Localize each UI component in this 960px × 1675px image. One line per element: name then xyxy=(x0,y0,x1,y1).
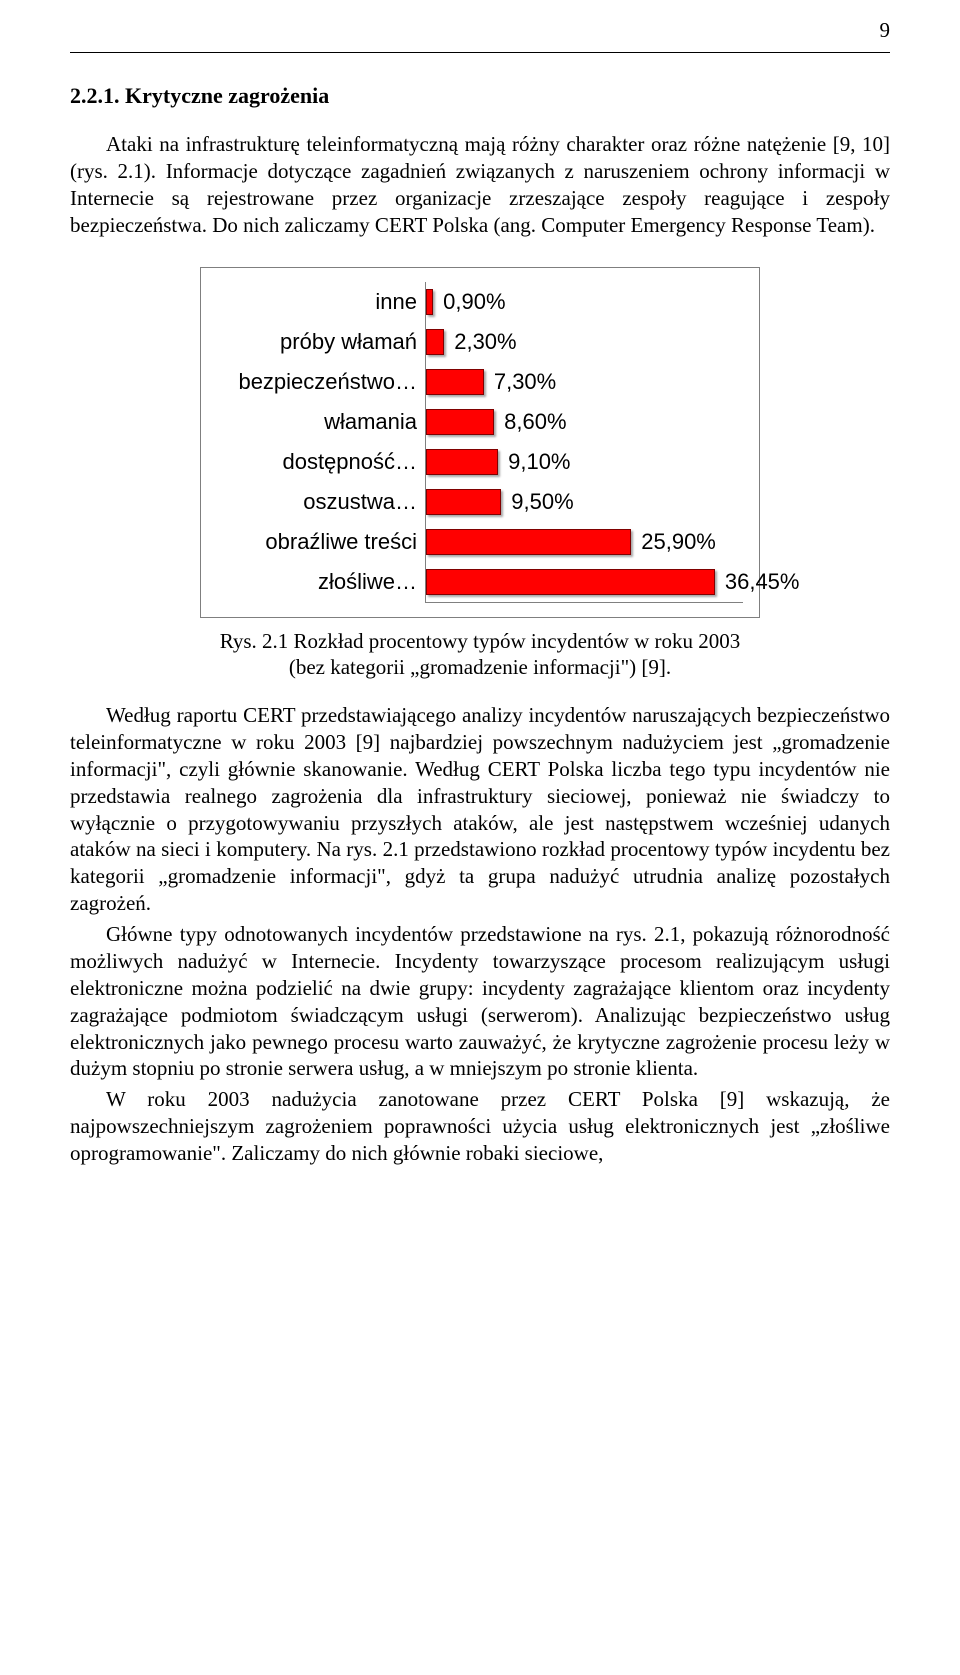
bar-row: 7,30% xyxy=(426,362,556,402)
bar xyxy=(426,489,501,515)
page: 9 2.2.1. Krytyczne zagrożenia Ataki na i… xyxy=(0,0,960,1211)
chart-container: inne próby włamań bezpieczeństwo… właman… xyxy=(200,267,760,618)
bar-value-label: 25,90% xyxy=(641,529,716,555)
ylabel: złośliwe… xyxy=(217,569,425,595)
ylabel: bezpieczeństwo… xyxy=(217,369,425,395)
ylabel: obraźliwe treści xyxy=(217,529,425,555)
bar-row: 25,90% xyxy=(426,522,716,562)
y-axis-labels: inne próby włamań bezpieczeństwo… właman… xyxy=(217,282,425,603)
bar-chart: inne próby włamań bezpieczeństwo… właman… xyxy=(200,267,760,618)
chart-caption: Rys. 2.1 Rozkład procentowy typów incyde… xyxy=(70,628,890,681)
body-paragraph-3: W roku 2003 nadużycia zanotowane przez C… xyxy=(70,1086,890,1167)
bar xyxy=(426,289,433,315)
body-paragraph-2: Główne typy odnotowanych incydentów prze… xyxy=(70,921,890,1082)
plot-area: 0,90%2,30%7,30%8,60%9,10%9,50%25,90%36,4… xyxy=(425,282,743,603)
body-paragraph-1: Według raportu CERT przedstawiającego an… xyxy=(70,702,890,917)
bar-value-label: 0,90% xyxy=(443,289,505,315)
caption-line2: (bez kategorii „gromadzenie informacji")… xyxy=(289,655,671,679)
bar-row: 9,50% xyxy=(426,482,574,522)
top-rule xyxy=(70,52,890,53)
bar-value-label: 9,50% xyxy=(511,489,573,515)
bar-value-label: 7,30% xyxy=(494,369,556,395)
bar-row: 2,30% xyxy=(426,322,517,362)
intro-paragraph: Ataki na infrastrukturę teleinformatyczn… xyxy=(70,131,890,239)
bar xyxy=(426,449,498,475)
ylabel: inne xyxy=(217,289,425,315)
bar-row: 0,90% xyxy=(426,282,506,322)
section-heading: 2.2.1. Krytyczne zagrożenia xyxy=(70,83,890,109)
bar xyxy=(426,329,444,355)
ylabel: włamania xyxy=(217,409,425,435)
bar xyxy=(426,569,715,595)
bar-value-label: 2,30% xyxy=(454,329,516,355)
bar xyxy=(426,409,494,435)
bar-row: 8,60% xyxy=(426,402,567,442)
bar-value-label: 9,10% xyxy=(508,449,570,475)
bar xyxy=(426,369,484,395)
bar-value-label: 8,60% xyxy=(504,409,566,435)
bar xyxy=(426,529,631,555)
ylabel: dostępność… xyxy=(217,449,425,475)
ylabel: oszustwa… xyxy=(217,489,425,515)
bar-row: 36,45% xyxy=(426,562,799,602)
page-number: 9 xyxy=(880,18,891,43)
caption-line1: Rys. 2.1 Rozkład procentowy typów incyde… xyxy=(220,629,741,653)
ylabel: próby włamań xyxy=(217,329,425,355)
bar-row: 9,10% xyxy=(426,442,571,482)
bar-value-label: 36,45% xyxy=(725,569,800,595)
